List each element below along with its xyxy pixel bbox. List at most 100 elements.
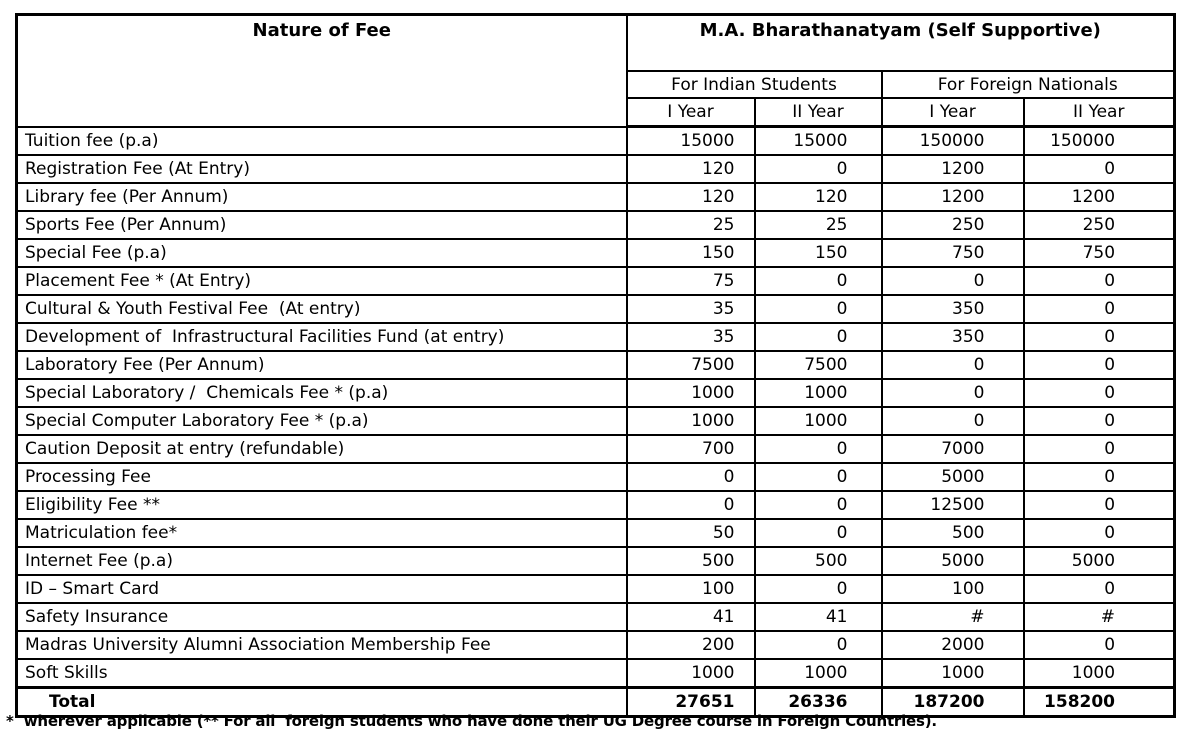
- fee-row: Library fee (Per Annum) 120 120 1200 1200: [15, 182, 1176, 212]
- header-row-groups: For Indian Students For Foreign National…: [17, 70, 1176, 99]
- fee-value: 0: [753, 490, 883, 520]
- fee-value: 1000: [880, 658, 1025, 689]
- fee-value: 41: [753, 602, 883, 632]
- fee-row: Cultural & Youth Festival Fee (At entry)…: [15, 294, 1176, 324]
- fee-value: 0: [753, 462, 883, 492]
- fee-value: 0: [753, 322, 883, 352]
- fee-table: Nature of Fee M.A. Bharathanatyam (Self …: [15, 13, 1177, 718]
- fee-value: 120: [753, 182, 883, 212]
- fee-row: Tuition fee (p.a) 15000 15000 150000 150000: [15, 125, 1176, 156]
- fee-value: 0: [1022, 518, 1176, 548]
- fee-row: Special Computer Laboratory Fee * (p.a) 1…: [15, 406, 1176, 436]
- fee-value: 120: [625, 154, 756, 184]
- fee-row: Caution Deposit at entry (refundable) 700…: [15, 434, 1176, 464]
- fee-row: Development of Infrastructural Facilitie…: [15, 322, 1176, 352]
- fee-value: 350: [880, 322, 1025, 352]
- fee-label: Processing Fee: [15, 462, 628, 492]
- year-header-foreign-2: II Year: [1022, 97, 1176, 128]
- fee-value: 0: [1022, 406, 1176, 436]
- fee-value: 35: [625, 322, 756, 352]
- fee-value: 0: [753, 630, 883, 660]
- fee-value: 250: [880, 210, 1025, 240]
- fee-value: 0: [1022, 574, 1176, 604]
- fee-value: 0: [753, 574, 883, 604]
- fee-value: 120: [625, 182, 756, 212]
- fee-row: Matriculation fee* 50 0 500 0: [15, 518, 1176, 548]
- fee-value: 0: [753, 294, 883, 324]
- fee-value: 7000: [880, 434, 1025, 464]
- fee-value: 41: [625, 602, 756, 632]
- fee-value: 0: [1022, 378, 1176, 408]
- fee-value: 7500: [753, 350, 883, 380]
- fee-value: 0: [753, 266, 883, 296]
- fee-row: Special Laboratory / Chemicals Fee * (p.…: [15, 378, 1176, 408]
- fee-value: 5000: [1022, 546, 1176, 576]
- fee-label: Laboratory Fee (Per Annum): [15, 350, 628, 380]
- fee-value: 0: [880, 406, 1025, 436]
- fee-label: Eligibility Fee **: [15, 490, 628, 520]
- fee-value: 0: [625, 490, 756, 520]
- fee-label: Library fee (Per Annum): [15, 182, 628, 212]
- total-value: 187200: [880, 686, 1025, 718]
- fee-value: 0: [1022, 630, 1176, 660]
- fee-row: Internet Fee (p.a) 500 500 5000 5000: [15, 546, 1176, 576]
- fee-value: 0: [1022, 294, 1176, 324]
- fee-row: Laboratory Fee (Per Annum) 7500 7500 0 0: [15, 350, 1176, 380]
- fee-row: ID – Smart Card 100 0 100 0: [15, 574, 1176, 604]
- fee-label: Cultural & Youth Festival Fee (At entry): [15, 294, 628, 324]
- fee-value: 75: [625, 266, 756, 296]
- fee-value: 200: [625, 630, 756, 660]
- fee-value: 35: [625, 294, 756, 324]
- fee-row: Eligibility Fee ** 0 0 12500 0: [15, 490, 1176, 520]
- fee-value: 0: [1022, 154, 1176, 184]
- fee-value: 0: [1022, 434, 1176, 464]
- fee-value: 15000: [753, 125, 883, 156]
- total-row: Total 27651 26336 187200 158200: [15, 686, 1176, 718]
- fee-table-body: Tuition fee (p.a) 15000 15000 150000 150000 R…: [15, 125, 1176, 718]
- fee-value: 25: [625, 210, 756, 240]
- fee-value: 100: [625, 574, 756, 604]
- fee-row: Special Fee (p.a) 150 150 750 750: [15, 238, 1176, 268]
- footnotes: * wherever applicable (** For all foreig…: [6, 668, 937, 739]
- footnote-line: * wherever applicable (** For all foreig…: [6, 712, 937, 730]
- fee-value: 250: [1022, 210, 1176, 240]
- fee-value: 150000: [880, 125, 1025, 156]
- fee-value: #: [880, 602, 1025, 632]
- fee-label: Sports Fee (Per Annum): [15, 210, 628, 240]
- fee-value: 500: [753, 546, 883, 576]
- fee-value: 1000: [753, 406, 883, 436]
- fee-row: Madras University Alumni Association Mem…: [15, 630, 1176, 660]
- fee-value: 1200: [880, 182, 1025, 212]
- fee-value: 0: [880, 350, 1025, 380]
- header-row-years: I Year II Year I Year II Year: [17, 97, 1176, 128]
- fee-value: 100: [880, 574, 1025, 604]
- fee-label: Soft Skills: [15, 658, 628, 689]
- fee-value: 25: [753, 210, 883, 240]
- program-header: M.A. Bharathanatyam (Self Supportive): [625, 13, 1176, 72]
- fee-value: 5000: [880, 546, 1025, 576]
- fee-label: Special Computer Laboratory Fee * (p.a): [15, 406, 628, 436]
- fee-value: 12500: [880, 490, 1025, 520]
- fee-value: 0: [1022, 462, 1176, 492]
- group-header-indian-students: For Indian Students: [625, 70, 883, 99]
- fee-label: Registration Fee (At Entry): [15, 154, 628, 184]
- total-label: Total: [15, 686, 628, 718]
- total-value: 158200: [1022, 686, 1176, 718]
- fee-value: 15000: [625, 125, 756, 156]
- fee-value: 500: [880, 518, 1025, 548]
- group-header-foreign-nationals: For Foreign Nationals: [880, 70, 1176, 99]
- fee-row: Registration Fee (At Entry) 120 0 1200 0: [15, 154, 1176, 184]
- fee-value: 1200: [1022, 182, 1176, 212]
- fee-value: 150: [625, 238, 756, 268]
- fee-row: Safety Insurance 41 41 # #: [15, 602, 1176, 632]
- fee-value: 1000: [753, 378, 883, 408]
- fee-label: ID – Smart Card: [15, 574, 628, 604]
- fee-label: Matriculation fee*: [15, 518, 628, 548]
- fee-value: 1200: [880, 154, 1025, 184]
- fee-value: 500: [625, 546, 756, 576]
- fee-label: Special Laboratory / Chemicals Fee * (p.…: [15, 378, 628, 408]
- fee-value: 0: [625, 462, 756, 492]
- fee-label: Development of Infrastructural Facilitie…: [15, 322, 628, 352]
- fee-label: Special Fee (p.a): [15, 238, 628, 268]
